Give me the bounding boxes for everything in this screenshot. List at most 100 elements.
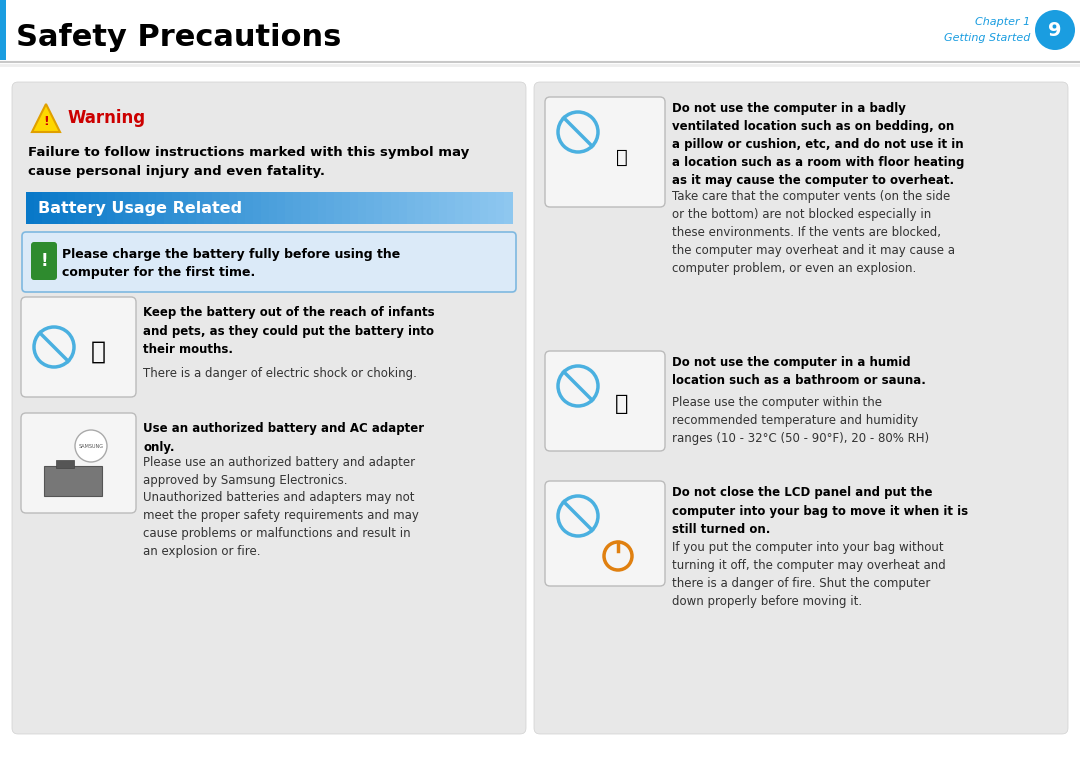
Text: 🛋️: 🛋️: [616, 148, 627, 166]
FancyBboxPatch shape: [21, 297, 136, 397]
Text: Warning: Warning: [68, 109, 146, 127]
Bar: [229, 192, 238, 224]
Bar: [220, 192, 229, 224]
Polygon shape: [32, 104, 60, 132]
Bar: [180, 192, 189, 224]
Bar: [132, 192, 140, 224]
Text: SAMSUNG: SAMSUNG: [79, 444, 104, 449]
Bar: [245, 192, 254, 224]
Text: Take care that the computer vents (on the side
or the bottom) are not blocked es: Take care that the computer vents (on th…: [672, 190, 955, 275]
Bar: [440, 192, 448, 224]
FancyBboxPatch shape: [534, 82, 1068, 734]
Text: 🍼: 🍼: [91, 340, 106, 364]
Text: Do not use the computer in a humid
location such as a bathroom or sauna.: Do not use the computer in a humid locat…: [672, 356, 926, 388]
Bar: [0, 0, 1080, 60]
Bar: [334, 192, 343, 224]
Bar: [26, 192, 35, 224]
Bar: [35, 192, 43, 224]
Text: Please charge the battery fully before using the
computer for the first time.: Please charge the battery fully before u…: [62, 248, 401, 279]
Bar: [204, 192, 213, 224]
Bar: [116, 192, 124, 224]
Bar: [75, 192, 83, 224]
Text: Use an authorized battery and AC adapter
only.: Use an authorized battery and AC adapter…: [143, 422, 424, 453]
Bar: [504, 192, 513, 224]
Bar: [0, 0, 6, 60]
Text: Safety Precautions: Safety Precautions: [16, 24, 341, 53]
Bar: [359, 192, 367, 224]
Text: Getting Started: Getting Started: [944, 33, 1030, 43]
Bar: [139, 192, 148, 224]
Bar: [261, 192, 270, 224]
Bar: [456, 192, 464, 224]
Bar: [480, 192, 488, 224]
Bar: [431, 192, 441, 224]
Circle shape: [1035, 10, 1075, 50]
Bar: [326, 192, 335, 224]
Text: Please use the computer within the
recommended temperature and humidity
ranges (: Please use the computer within the recom…: [672, 396, 929, 445]
Bar: [44, 466, 102, 496]
Bar: [172, 192, 180, 224]
Bar: [42, 192, 52, 224]
Bar: [99, 192, 108, 224]
Bar: [423, 192, 432, 224]
Bar: [318, 192, 326, 224]
FancyBboxPatch shape: [22, 232, 516, 292]
Text: If you put the computer into your bag without
turning it off, the computer may o: If you put the computer into your bag wi…: [672, 541, 946, 608]
Text: Do not close the LCD panel and put the
computer into your bag to move it when it: Do not close the LCD panel and put the c…: [672, 486, 968, 536]
Text: Chapter 1: Chapter 1: [975, 17, 1030, 27]
Bar: [123, 192, 132, 224]
FancyBboxPatch shape: [545, 481, 665, 586]
Text: Please use an authorized battery and adapter
approved by Samsung Electronics.: Please use an authorized battery and ada…: [143, 456, 415, 487]
FancyBboxPatch shape: [21, 413, 136, 513]
Bar: [285, 192, 294, 224]
Bar: [253, 192, 261, 224]
Bar: [399, 192, 408, 224]
Bar: [310, 192, 319, 224]
Bar: [58, 192, 67, 224]
Bar: [67, 192, 76, 224]
Text: 9: 9: [1049, 21, 1062, 40]
Bar: [391, 192, 400, 224]
Bar: [164, 192, 173, 224]
FancyBboxPatch shape: [545, 97, 665, 207]
Bar: [350, 192, 359, 224]
Bar: [197, 192, 205, 224]
Bar: [91, 192, 99, 224]
Bar: [496, 192, 504, 224]
Text: Failure to follow instructions marked with this symbol may
cause personal injury: Failure to follow instructions marked wi…: [28, 146, 469, 178]
Bar: [156, 192, 164, 224]
Text: There is a danger of electric shock or choking.: There is a danger of electric shock or c…: [143, 367, 417, 380]
Bar: [188, 192, 197, 224]
Bar: [375, 192, 383, 224]
Bar: [237, 192, 246, 224]
FancyBboxPatch shape: [31, 242, 57, 280]
Bar: [213, 192, 221, 224]
Text: Keep the battery out of the reach of infants
and pets, as they could put the bat: Keep the battery out of the reach of inf…: [143, 306, 434, 356]
Bar: [342, 192, 351, 224]
Text: Battery Usage Related: Battery Usage Related: [38, 201, 242, 215]
Bar: [56, 460, 75, 468]
Bar: [278, 192, 286, 224]
Text: Unauthorized batteries and adapters may not
meet the proper safety requirements : Unauthorized batteries and adapters may …: [143, 491, 419, 558]
Text: Do not use the computer in a badly
ventilated location such as on bedding, on
a : Do not use the computer in a badly venti…: [672, 102, 964, 187]
Bar: [294, 192, 302, 224]
Bar: [83, 192, 92, 224]
Bar: [269, 192, 279, 224]
Bar: [415, 192, 423, 224]
Text: !: !: [43, 115, 49, 128]
Bar: [407, 192, 416, 224]
FancyBboxPatch shape: [545, 351, 665, 451]
Circle shape: [75, 430, 107, 462]
Bar: [148, 192, 157, 224]
Bar: [51, 192, 59, 224]
Bar: [447, 192, 457, 224]
Text: 🚿: 🚿: [616, 394, 629, 414]
Bar: [301, 192, 311, 224]
Bar: [472, 192, 481, 224]
Bar: [382, 192, 391, 224]
Bar: [463, 192, 473, 224]
Text: !: !: [40, 252, 48, 270]
Bar: [488, 192, 497, 224]
FancyBboxPatch shape: [12, 82, 526, 734]
Bar: [366, 192, 376, 224]
